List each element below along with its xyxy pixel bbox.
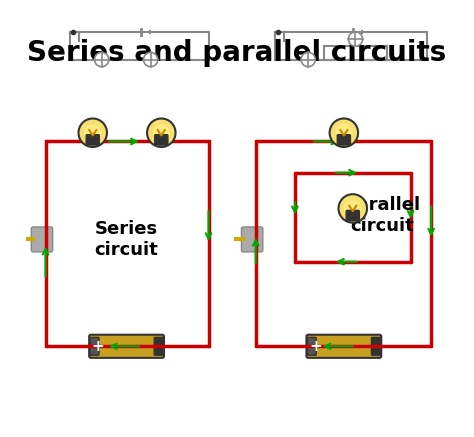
Text: +: + <box>309 339 322 354</box>
Circle shape <box>338 194 367 223</box>
Text: +: + <box>91 339 104 354</box>
Circle shape <box>348 32 363 46</box>
Circle shape <box>84 124 101 141</box>
FancyBboxPatch shape <box>90 337 99 355</box>
Circle shape <box>94 52 109 67</box>
Text: Series
circuit: Series circuit <box>95 220 158 259</box>
FancyBboxPatch shape <box>241 227 263 252</box>
FancyBboxPatch shape <box>154 337 163 355</box>
FancyBboxPatch shape <box>86 135 100 145</box>
FancyBboxPatch shape <box>372 337 380 355</box>
Circle shape <box>144 52 158 67</box>
FancyBboxPatch shape <box>337 135 350 145</box>
Circle shape <box>301 52 315 67</box>
Circle shape <box>335 124 352 141</box>
FancyBboxPatch shape <box>307 337 316 355</box>
Circle shape <box>79 118 107 147</box>
FancyBboxPatch shape <box>89 335 164 358</box>
FancyBboxPatch shape <box>155 135 168 145</box>
Circle shape <box>344 200 361 217</box>
Circle shape <box>153 124 170 141</box>
Text: Parallel
circuit: Parallel circuit <box>344 196 420 235</box>
Circle shape <box>329 118 358 147</box>
FancyBboxPatch shape <box>307 335 381 358</box>
FancyBboxPatch shape <box>31 227 53 252</box>
Circle shape <box>147 118 175 147</box>
Text: Series and parallel circuits: Series and parallel circuits <box>27 39 447 67</box>
FancyBboxPatch shape <box>346 210 359 221</box>
